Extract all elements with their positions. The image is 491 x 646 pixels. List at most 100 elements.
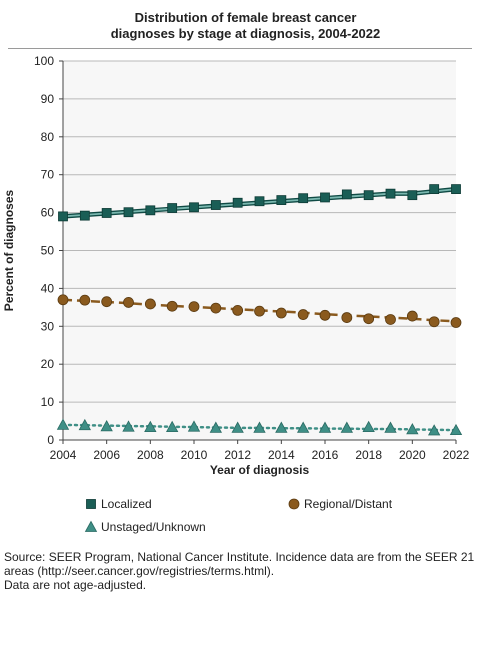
data-point — [100, 420, 113, 432]
data-point — [450, 317, 462, 328]
series-localized — [58, 184, 461, 222]
data-point — [123, 207, 134, 218]
data-point — [385, 188, 396, 199]
chart-title-line-2: diagnoses by stage at diagnosis, 2004-20… — [110, 26, 381, 41]
data-point — [362, 420, 375, 433]
data-point — [254, 196, 265, 207]
data-point — [167, 203, 178, 213]
y-tick-label: 0 — [47, 433, 54, 447]
data-point — [144, 420, 157, 433]
source-note: Source: SEER Program, National Cancer In… — [4, 550, 488, 592]
series-unstaged-unknown — [56, 418, 463, 436]
x-tick-label: 2020 — [399, 448, 426, 462]
data-point — [78, 418, 92, 431]
data-point — [166, 300, 178, 312]
x-axis-title: Year of diagnosis — [210, 463, 310, 477]
data-point — [210, 200, 221, 210]
legend-item: Unstaged/Unknown — [84, 520, 206, 534]
data-point — [385, 314, 396, 325]
data-point — [340, 421, 354, 433]
x-tick-label: 2010 — [181, 448, 208, 462]
data-point — [341, 312, 353, 323]
source-line-1: Source: SEER Program, National Cancer In… — [4, 550, 475, 564]
data-point — [188, 301, 200, 312]
data-point — [231, 421, 244, 433]
data-point — [449, 423, 463, 436]
source-line-2: areas (http://seer.cancer.gov/registries… — [4, 564, 275, 578]
data-point — [427, 424, 441, 436]
y-tick-label: 10 — [41, 395, 55, 409]
data-point — [122, 420, 135, 432]
legend-item: Localized — [86, 497, 152, 511]
data-point — [165, 420, 179, 433]
data-point — [209, 421, 223, 433]
data-point — [429, 184, 440, 195]
data-point — [187, 420, 201, 432]
data-point — [57, 294, 69, 306]
chart-title-line-1: Distribution of female breast cancer — [134, 10, 357, 25]
data-point — [296, 421, 310, 433]
legend-marker — [84, 520, 98, 532]
data-point — [384, 421, 397, 433]
y-tick-label: 50 — [41, 244, 55, 258]
data-point — [232, 304, 244, 316]
y-tick-label: 100 — [34, 54, 54, 68]
data-point — [341, 189, 352, 200]
title-divider — [8, 48, 472, 49]
y-tick-label: 80 — [41, 130, 55, 144]
line-chart: 0 10 20 30 40 50 60 70 80 90 100 2004 2006 2008 2010 2… — [2, 54, 470, 534]
data-point — [58, 211, 68, 222]
data-point — [451, 184, 461, 195]
data-point — [254, 305, 265, 317]
data-point — [210, 302, 222, 314]
data-point — [428, 316, 440, 328]
data-point — [275, 307, 287, 319]
y-tick-label: 60 — [41, 206, 55, 220]
x-axis-ticks: 2004 2006 2008 2010 2012 2014 2016 2018 2020 2022 — [50, 440, 470, 462]
data-point — [406, 310, 418, 322]
y-tick-label: 40 — [41, 281, 55, 295]
legend-label: Unstaged/Unknown — [101, 520, 206, 534]
x-tick-label: 2014 — [268, 448, 295, 462]
data-point — [320, 192, 330, 203]
data-point — [144, 298, 156, 310]
x-tick-label: 2008 — [137, 448, 164, 462]
data-point — [363, 313, 375, 325]
data-point — [363, 190, 374, 201]
gridlines — [63, 60, 456, 403]
legend: Localized Regional/Distant Unstaged/Unknow… — [84, 497, 393, 534]
data-point — [253, 421, 266, 433]
data-point — [79, 294, 91, 306]
data-point — [318, 421, 332, 433]
y-axis-ticks: 0 10 20 30 40 50 60 70 80 90 100 — [34, 54, 63, 447]
legend-item: Regional/Distant — [288, 497, 393, 511]
data-point — [79, 210, 90, 221]
y-tick-label: 30 — [41, 319, 55, 333]
y-axis-title: Percent of diagnoses — [2, 189, 16, 311]
legend-marker — [86, 499, 96, 509]
x-tick-label: 2006 — [93, 448, 120, 462]
data-point — [101, 208, 112, 218]
data-point — [407, 190, 418, 201]
data-point — [298, 193, 309, 204]
data-point — [232, 197, 243, 208]
chart-title: Distribution of female breast cancer dia… — [0, 10, 491, 42]
y-tick-label: 20 — [41, 357, 55, 371]
series-regional-distant — [57, 294, 462, 328]
y-tick-label: 90 — [41, 92, 55, 106]
legend-label: Localized — [101, 497, 152, 511]
data-point — [406, 423, 419, 435]
data-point — [297, 309, 309, 320]
data-point — [56, 418, 70, 430]
data-point — [123, 297, 134, 308]
data-point — [189, 202, 199, 213]
data-point — [276, 195, 287, 205]
x-tick-label: 2022 — [443, 448, 470, 462]
data-point — [319, 309, 331, 321]
source-line-3: Data are not age-adjusted. — [4, 578, 147, 592]
x-tick-label: 2018 — [355, 448, 382, 462]
y-tick-label: 70 — [41, 168, 55, 182]
data-point — [275, 421, 288, 433]
x-tick-label: 2012 — [224, 448, 251, 462]
x-tick-label: 2004 — [50, 448, 77, 462]
